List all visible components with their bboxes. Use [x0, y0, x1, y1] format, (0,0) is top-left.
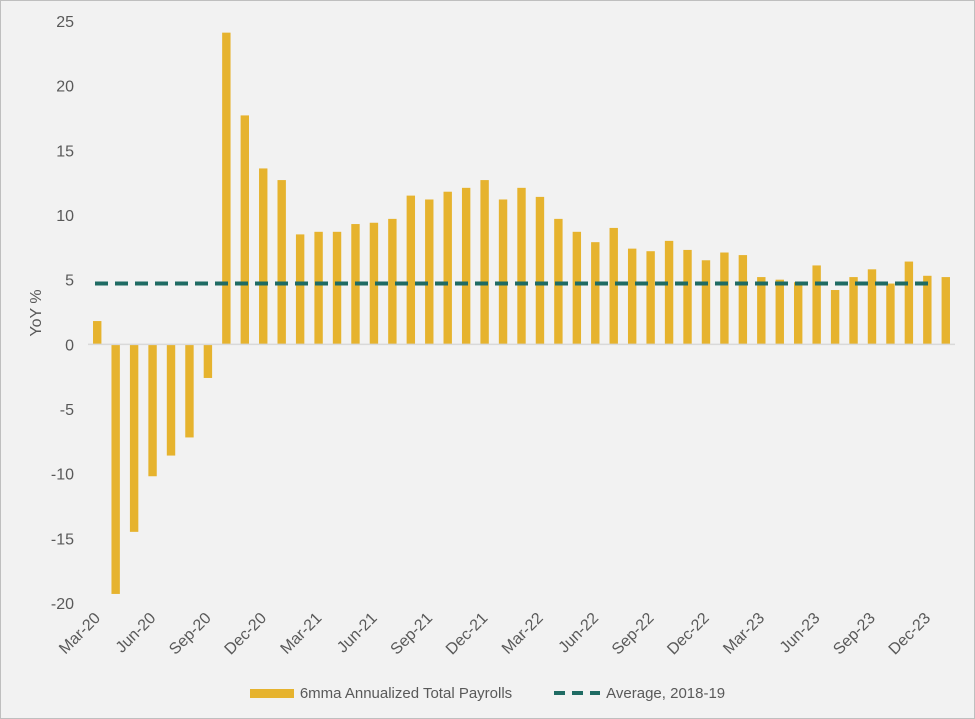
x-tick-label: Dec-21: [443, 610, 492, 659]
bar: [111, 344, 120, 594]
x-tick-label: Jun-22: [556, 610, 603, 657]
payrolls-chart: 25 20 15 10 5 0 -5 -10 -15 -20 YoY % Mar-20 Jun-20…: [28, 14, 955, 659]
bar: [129, 344, 139, 532]
x-tick-label: Sep-22: [609, 610, 658, 659]
bar: [443, 191, 452, 345]
y-axis-title: YoY %: [28, 289, 45, 336]
bar: [701, 260, 711, 345]
bar: [166, 344, 176, 456]
x-tick-label: Jun-20: [113, 610, 160, 657]
bar: [757, 277, 766, 345]
y-tick-label: 5: [65, 273, 74, 290]
y-tick-label: 20: [56, 79, 74, 96]
bar: [406, 195, 416, 345]
bar: [738, 255, 748, 345]
x-tick-label: Sep-20: [166, 610, 215, 659]
bar: [517, 187, 526, 345]
bar: [203, 344, 213, 378]
bar: [148, 344, 157, 477]
x-tick-label: Sep-23: [830, 610, 879, 659]
bar: [812, 265, 821, 345]
bar: [867, 269, 877, 345]
bar-series: [93, 32, 950, 594]
bar: [775, 279, 784, 345]
x-tick-label: Mar-21: [278, 610, 326, 658]
bar: [627, 248, 637, 345]
y-tick-label: 10: [56, 208, 74, 225]
bar: [941, 277, 950, 345]
y-tick-label: 15: [56, 143, 74, 160]
bar: [720, 252, 729, 345]
bar: [314, 231, 323, 345]
x-tick-label: Dec-23: [886, 610, 935, 659]
x-tick-label: Jun-21: [334, 610, 381, 657]
x-tick-label: Jun-23: [777, 610, 824, 657]
bar: [886, 283, 895, 345]
bar: [849, 277, 858, 345]
y-tick-label: -20: [51, 596, 74, 613]
y-tick-label: -5: [60, 402, 74, 419]
y-axis-ticks: 25 20 15 10 5 0 -5 -10 -15 -20: [51, 14, 74, 613]
bar: [498, 199, 508, 345]
x-tick-label: Mar-23: [720, 610, 768, 658]
bar: [591, 242, 600, 345]
bar: [93, 321, 102, 345]
y-tick-label: -10: [51, 467, 74, 484]
bar: [664, 240, 674, 345]
bar: [535, 196, 545, 345]
bar: [572, 231, 582, 345]
bar: [295, 234, 305, 345]
bar: [609, 227, 618, 345]
x-tick-label: Sep-21: [388, 610, 437, 659]
legend-label-average: Average, 2018-19: [606, 684, 726, 702]
legend-swatch-dash: [554, 691, 601, 695]
x-tick-label: Mar-22: [499, 610, 547, 658]
legend-item-average: Average, 2018-19: [554, 685, 725, 702]
y-tick-label: -15: [51, 531, 74, 548]
y-tick-label: 0: [65, 337, 74, 354]
bar: [240, 115, 249, 345]
bar: [425, 199, 434, 345]
bar: [683, 249, 692, 345]
bar: [794, 282, 803, 345]
bar: [830, 290, 840, 345]
bar: [480, 180, 489, 345]
legend: 6mma Annualized Total Payrolls Average, …: [0, 682, 975, 704]
bar: [646, 251, 655, 345]
x-axis-ticks: Mar-20 Jun-20 Sep-20 Dec-20 Mar-21 Jun-21 Sep-…: [56, 610, 934, 659]
bar: [332, 231, 342, 345]
bar: [259, 168, 268, 345]
bar: [369, 222, 379, 345]
bar: [222, 32, 231, 345]
bar: [461, 187, 471, 345]
legend-item-payrolls: 6mma Annualized Total Payrolls: [249, 684, 513, 702]
x-tick-label: Mar-20: [56, 610, 104, 658]
x-tick-label: Dec-22: [664, 610, 713, 659]
legend-swatch-bar: [249, 688, 294, 698]
bar: [923, 275, 932, 345]
bar: [185, 344, 194, 438]
bar: [904, 261, 914, 345]
legend-label-payrolls: 6mma Annualized Total Payrolls: [299, 684, 513, 702]
bar: [388, 218, 397, 345]
bar: [277, 180, 286, 345]
x-tick-label: Dec-20: [222, 610, 271, 659]
y-tick-label: 25: [56, 14, 74, 31]
